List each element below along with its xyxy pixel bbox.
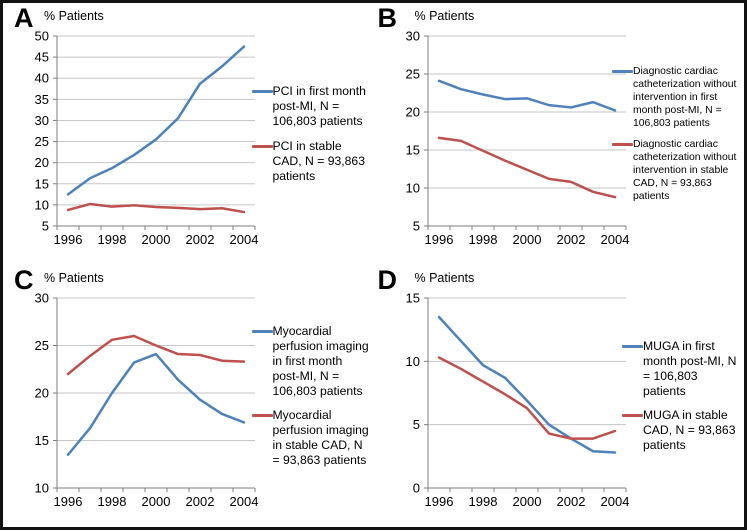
- x-tick-label: 2000: [142, 494, 171, 509]
- panel-d-letter: D: [377, 265, 398, 295]
- x-tick-label: 2000: [512, 494, 541, 509]
- panel-a-legend: PCI in first month post-MI, N = 106,803 …: [251, 3, 373, 265]
- x-tick-label: 2004: [230, 232, 259, 247]
- panel-b-letter: B: [377, 3, 398, 33]
- legend-item: Myocardial perfusion imaging in first mo…: [251, 324, 373, 398]
- legend-label: Myocardial perfusion imaging in stable C…: [272, 408, 369, 468]
- y-tick-label: 45: [35, 50, 49, 65]
- series-line: [66, 352, 246, 456]
- panel-d-line-chart: 0 5 10 15 1996 1998 2000 2002 2004: [405, 291, 629, 510]
- legend-item: Myocardial perfusion imaging in stable C…: [251, 408, 373, 468]
- y-tick-label: 5: [42, 219, 49, 234]
- legend-item: PCI in first month post-MI, N = 106,803 …: [251, 84, 373, 129]
- x-tick-label: 2004: [600, 232, 629, 247]
- legend-line-swatch: [622, 414, 643, 418]
- legend-line-swatch: [251, 90, 273, 93]
- x-tick-label: 2000: [512, 232, 541, 247]
- x-tick-label: 2002: [556, 494, 585, 509]
- x-tick-label: 1996: [54, 494, 83, 509]
- legend-label: PCI in stable CAD, N = 93,863 patients: [272, 139, 365, 183]
- y-tick-label: 50: [35, 29, 49, 44]
- legend-item: PCI in stable CAD, N = 93,863 patients: [251, 139, 373, 184]
- x-tick-label: 1998: [98, 232, 127, 247]
- y-tick-label: 10: [405, 181, 419, 196]
- y-tick-label: 25: [35, 134, 49, 149]
- series-line: [437, 136, 616, 199]
- y-tick-label: 15: [405, 291, 419, 306]
- y-tick-label: 5: [412, 219, 419, 234]
- y-tick-label: 20: [405, 105, 419, 120]
- panel-c-line-chart: 10 15 20 25 30 1996 1998 2000 2002 2004: [35, 291, 259, 510]
- legend-label: Diagnostic cardiac catheterization witho…: [633, 66, 737, 129]
- legend-label: MUGA in first month post-MI, N = 106,803…: [643, 338, 737, 398]
- x-tick-label: 1998: [98, 494, 127, 509]
- y-tick-label: 20: [35, 155, 49, 170]
- panel-a-line-chart: 5 10 15 20 25 30 35 40 45 50 1996 1998 2000 2002 2004: [35, 29, 259, 248]
- y-tick-label: 10: [35, 197, 49, 212]
- legend-item: Diagnostic cardiac catheterization witho…: [612, 138, 743, 203]
- panel-d-legend: MUGA in first month post-MI, N = 106,803…: [622, 265, 743, 527]
- panel-b: B % Patients 5 10 15 20 25 30 1996 1998 2000 2002…: [374, 3, 745, 265]
- legend-label: Myocardial perfusion imaging in first mo…: [272, 324, 369, 398]
- x-tick-label: 1996: [424, 232, 453, 247]
- legend-line-swatch: [612, 70, 633, 73]
- panel-d: D % Patients 0 5 10 15 1996 1998 2000 2002 2004 …: [374, 265, 745, 527]
- y-tick-label: 30: [35, 113, 49, 128]
- panel-a-letter: A: [14, 3, 34, 33]
- legend-label: PCI in first month post-MI, N = 106,803 …: [272, 84, 366, 129]
- x-tick-label: 2004: [600, 494, 629, 509]
- legend-item: MUGA in stable CAD, N = 93,863 patients: [622, 408, 743, 453]
- y-tick-label: 10: [35, 481, 49, 496]
- x-tick-label: 2004: [230, 494, 259, 509]
- legend-line-swatch: [622, 344, 643, 348]
- series-line: [66, 334, 246, 376]
- x-tick-label: 2000: [142, 232, 171, 247]
- x-tick-label: 1998: [468, 232, 497, 247]
- y-tick-label: 20: [35, 386, 49, 401]
- panel-b-line-chart: 5 10 15 20 25 30 1996 1998 2000 2002 2004: [405, 29, 629, 248]
- series-line: [437, 356, 616, 440]
- legend-label: MUGA in stable CAD, N = 93,863 patients: [643, 408, 736, 453]
- panel-a-y-axis-title: % Patients: [44, 9, 104, 23]
- panel-b-y-axis-title: % Patients: [414, 9, 475, 23]
- y-tick-label: 25: [405, 67, 419, 82]
- y-tick-label: 40: [35, 71, 49, 86]
- x-tick-label: 1998: [468, 494, 497, 509]
- panel-c-y-axis-title: % Patients: [44, 271, 104, 285]
- y-tick-label: 30: [405, 29, 419, 44]
- legend-line-swatch: [251, 414, 273, 418]
- series-line: [66, 202, 246, 214]
- x-tick-label: 1996: [54, 232, 83, 247]
- y-tick-label: 30: [35, 291, 49, 306]
- panel-d-y-axis-title: % Patients: [414, 271, 475, 285]
- panel-c-letter: C: [14, 265, 34, 295]
- panel-c: C % Patients 10 15 20 25 30 1996 1998 2000 2002 2…: [3, 265, 374, 527]
- y-tick-label: 5: [412, 417, 419, 432]
- legend-line-swatch: [251, 145, 273, 148]
- y-tick-label: 15: [35, 433, 49, 448]
- x-tick-label: 2002: [186, 232, 215, 247]
- legend-line-swatch: [251, 330, 273, 333]
- series-line: [66, 45, 246, 196]
- panel-a: A % Patients 5 10 15 20 25 30 35 40 45 50 1996 1998…: [3, 3, 374, 265]
- x-tick-label: 2002: [556, 232, 585, 247]
- legend-line-swatch: [612, 143, 633, 146]
- legend-item: Diagnostic cardiac catheterization witho…: [612, 65, 743, 130]
- y-tick-label: 25: [35, 338, 49, 353]
- y-tick-label: 15: [35, 176, 49, 191]
- legend-label: Diagnostic cardiac catheterization witho…: [633, 139, 737, 202]
- y-tick-label: 0: [412, 481, 419, 496]
- x-tick-label: 2002: [186, 494, 215, 509]
- y-tick-label: 15: [405, 143, 419, 158]
- legend-item: MUGA in first month post-MI, N = 106,803…: [622, 339, 743, 399]
- y-tick-label: 35: [35, 92, 49, 107]
- x-tick-label: 1996: [424, 494, 453, 509]
- y-tick-label: 10: [405, 354, 419, 369]
- series-line: [437, 315, 616, 454]
- panel-c-legend: Myocardial perfusion imaging in first mo…: [251, 265, 373, 527]
- series-line: [437, 79, 616, 112]
- panel-b-legend: Diagnostic cardiac catheterization witho…: [612, 3, 743, 265]
